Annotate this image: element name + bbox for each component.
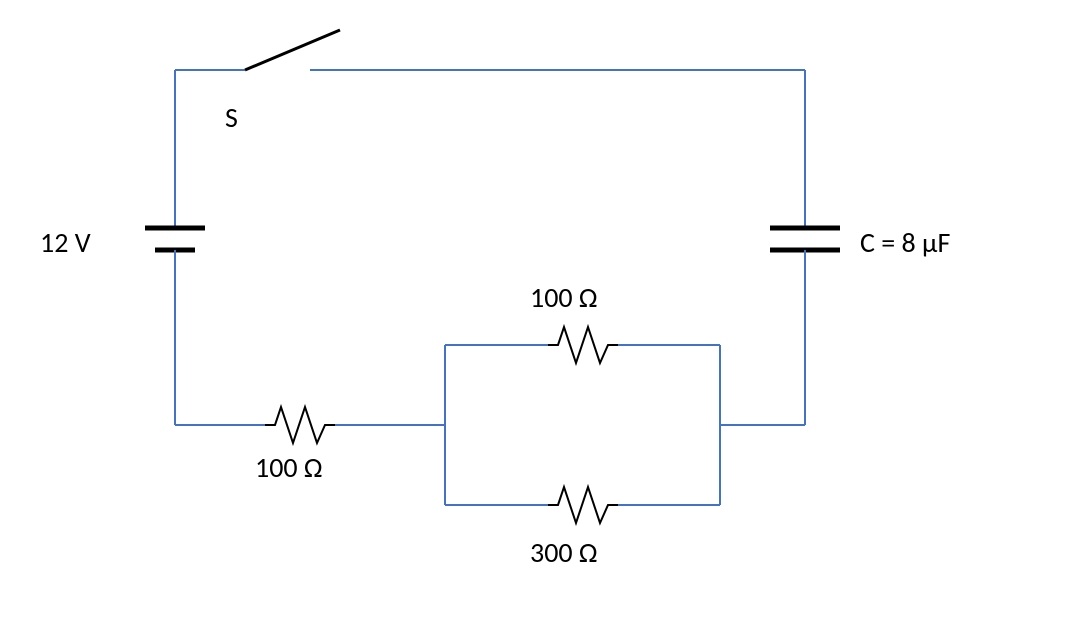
r1-label: 100 Ω — [255, 450, 323, 485]
resistor-r2 — [548, 327, 618, 363]
battery-label: 12 V — [40, 225, 91, 260]
resistor-r1 — [265, 407, 335, 443]
switch-label: S — [225, 100, 238, 135]
r2-label: 100 Ω — [530, 280, 598, 315]
switch-arm — [245, 30, 340, 70]
circuit-diagram: 12 V S C = 8 μF 100 Ω 100 Ω 300 Ω — [0, 0, 1090, 632]
capacitor-label: C = 8 μF — [860, 225, 950, 260]
r3-label: 300 Ω — [530, 535, 598, 570]
resistor-r3 — [548, 487, 618, 523]
